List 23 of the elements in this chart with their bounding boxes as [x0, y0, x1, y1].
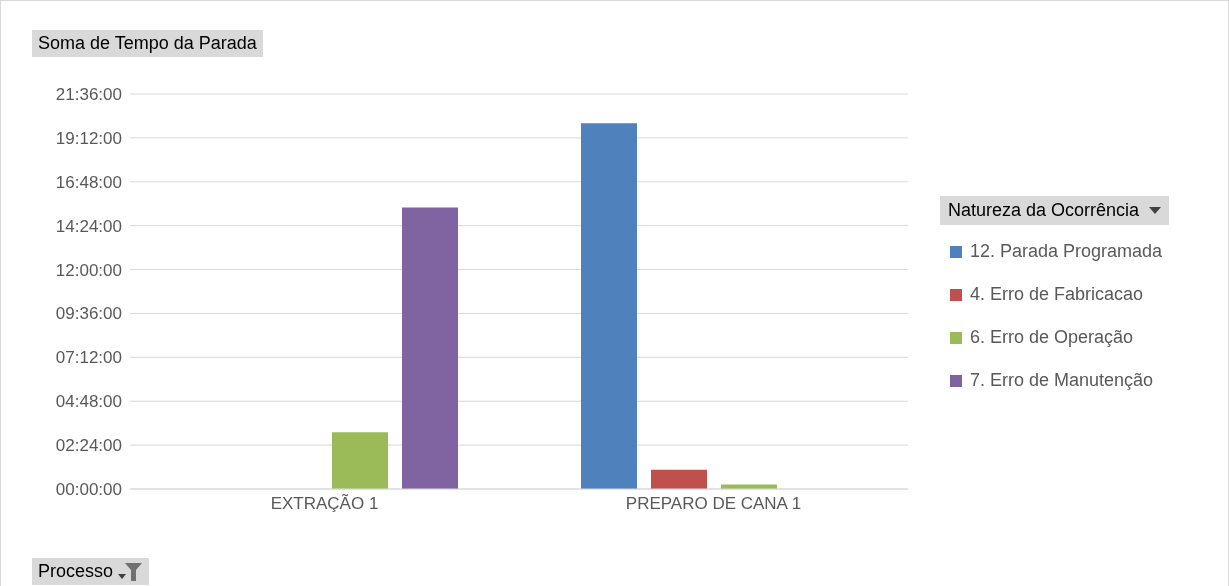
bar	[332, 432, 388, 489]
x-axis-title: Processo	[38, 561, 114, 582]
legend-title: Natureza da Ocorrência	[948, 200, 1140, 221]
legend-label: 4. Erro de Fabricacao	[970, 284, 1144, 305]
legend-label: 7. Erro de Manutenção	[970, 370, 1154, 391]
x-tick-label: PREPARO DE CANA 1	[625, 494, 802, 514]
y-axis-title: Soma de Tempo da Parada	[32, 30, 263, 57]
bar	[581, 123, 637, 489]
y-tick-label: 07:12:00	[55, 348, 122, 368]
legend-label: 12. Parada Programada	[970, 241, 1163, 262]
y-tick-label: 16:48:00	[55, 172, 122, 192]
y-tick-label: 00:00:00	[55, 480, 122, 500]
legend-label: 6. Erro de Operação	[970, 327, 1134, 348]
y-tick-label: 02:24:00	[55, 436, 122, 456]
y-tick-label: 12:00:00	[55, 260, 122, 280]
y-tick-label: 21:36:00	[55, 85, 122, 105]
y-tick-label: 09:36:00	[55, 304, 122, 324]
y-tick-label: 14:24:00	[55, 216, 122, 236]
x-tick-label: EXTRAÇÃO 1	[270, 494, 379, 514]
bar	[651, 469, 707, 489]
bar	[402, 207, 458, 489]
y-tick-label: 04:48:00	[55, 392, 122, 412]
y-tick-label: 19:12:00	[55, 128, 122, 148]
